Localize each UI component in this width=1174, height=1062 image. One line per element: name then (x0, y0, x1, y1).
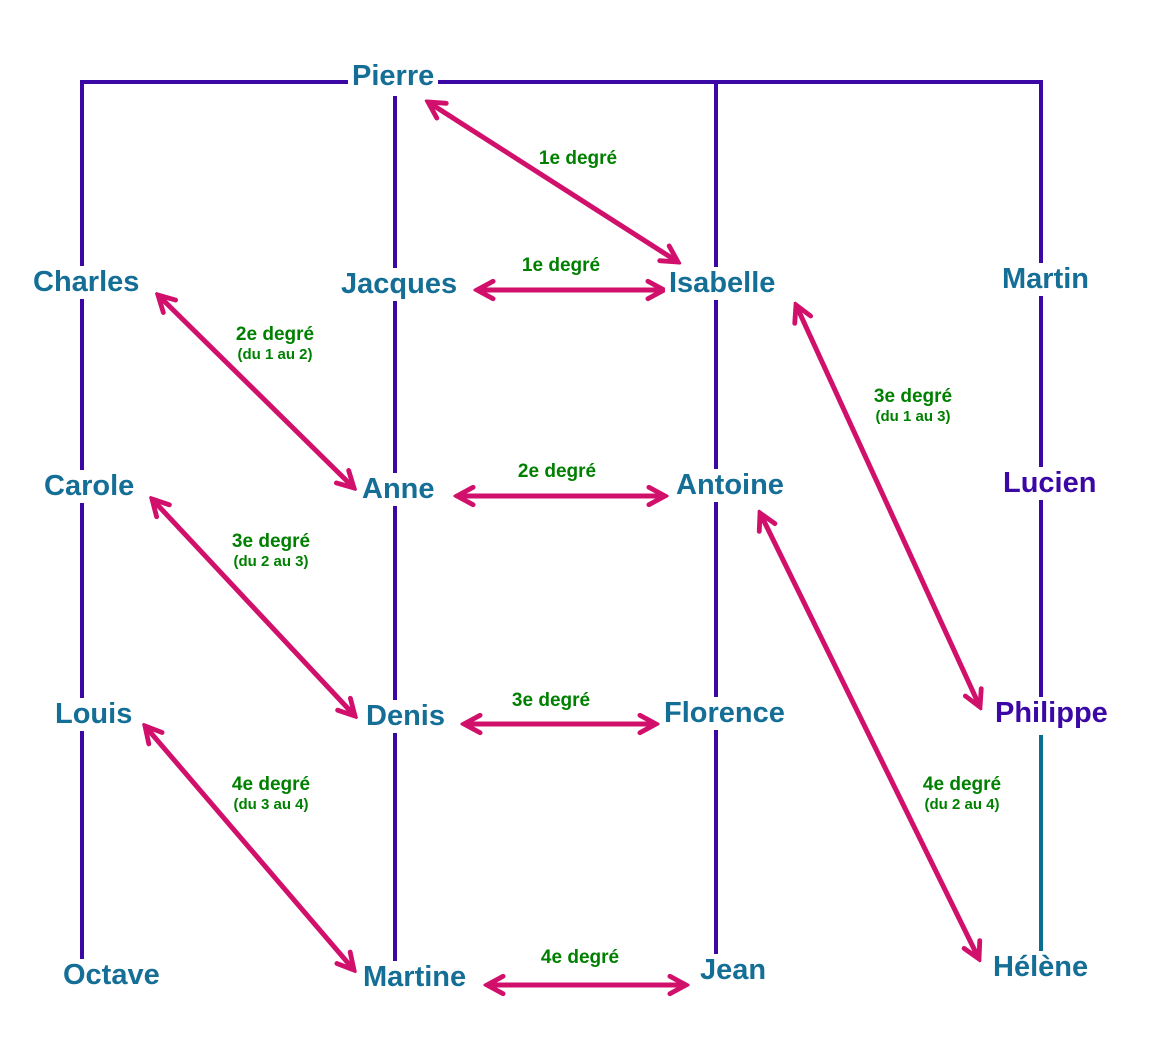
degree-text: 4e degré (540, 947, 620, 968)
person-louis: Louis (51, 698, 137, 732)
person-martin: Martin (998, 263, 1093, 297)
person-octave: Octave (59, 959, 164, 993)
person-carole: Carole (40, 470, 139, 504)
degree-text: 3e degré (511, 690, 591, 711)
degree-range-text: (du 1 au 2) (237, 345, 313, 363)
person-lucien: Lucien (999, 467, 1101, 501)
person-isabelle: Isabelle (665, 267, 780, 301)
degree-label-denis-florence: 3e degré (461, 690, 641, 712)
person-martine: Martine (359, 961, 471, 995)
degree-range-text: (du 2 au 4) (924, 795, 1000, 813)
person-antoine: Antoine (672, 469, 788, 503)
degree-label-anne-antoine: 2e degré (467, 461, 647, 483)
degree-range-text: (du 2 au 3) (233, 552, 309, 570)
arrow-charles-anne (158, 295, 354, 488)
arrow-louis-martine (145, 726, 354, 970)
degree-range-text: (du 1 au 3) (875, 407, 951, 425)
person-anne: Anne (358, 473, 439, 507)
degree-label-charles-anne: 2e degré (du 1 au 2) (185, 324, 365, 363)
degree-text: 2e degré (235, 324, 315, 345)
person-helene: Hélène (989, 951, 1093, 985)
degree-label-pierre-isabelle: 1e degré (488, 148, 668, 170)
degree-range-text: (du 3 au 4) (233, 795, 309, 813)
arrow-pierre-isabelle (428, 102, 678, 262)
person-denis: Denis (362, 700, 449, 734)
person-pierre: Pierre (348, 60, 439, 94)
degree-label-carole-denis: 3e degré (du 2 au 3) (181, 531, 361, 570)
degree-label-isabelle-philippe: 3e degré (du 1 au 3) (823, 386, 1003, 425)
degree-text: 1e degré (521, 255, 601, 276)
arrow-carole-denis (152, 499, 355, 716)
degree-label-martine-jean: 4e degré (490, 947, 670, 969)
degree-text: 4e degré (231, 774, 311, 795)
person-jean: Jean (696, 954, 771, 988)
degree-text: 2e degré (517, 461, 597, 482)
person-philippe: Philippe (991, 697, 1112, 731)
degree-label-antoine-helene: 4e degré (du 2 au 4) (872, 774, 1052, 813)
degree-text: 1e degré (538, 148, 618, 169)
degree-text: 3e degré (873, 386, 953, 407)
arrow-antoine-helene (760, 513, 979, 959)
degree-label-louis-martine: 4e degré (du 3 au 4) (181, 774, 361, 813)
degree-text: 4e degré (922, 774, 1002, 795)
person-charles: Charles (29, 266, 144, 300)
person-florence: Florence (660, 697, 789, 731)
degree-text: 3e degré (231, 531, 311, 552)
degree-label-jacques-isabelle: 1e degré (471, 255, 651, 277)
person-jacques: Jacques (337, 268, 462, 302)
